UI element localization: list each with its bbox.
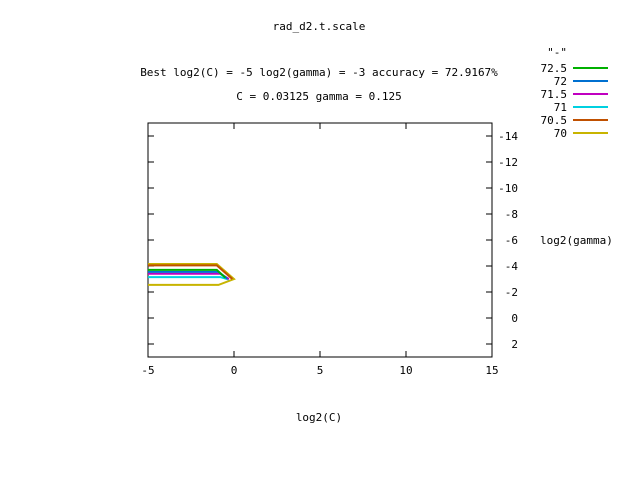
y-tick-label: -8 <box>505 208 518 221</box>
legend-label: 70 <box>554 127 567 140</box>
legend-label: 71.5 <box>541 88 568 101</box>
y-tick-label: 0 <box>511 312 518 325</box>
y-axis-label: log2(gamma) <box>540 234 613 247</box>
plot-area-border <box>147 122 493 358</box>
x-tick-label: 15 <box>485 364 498 377</box>
y-tick-label: -4 <box>505 260 519 273</box>
x-tick-label: -5 <box>141 364 154 377</box>
contour-lines <box>148 263 236 286</box>
legend-label: 72.5 <box>541 62 568 75</box>
legend-label: 70.5 <box>541 114 568 127</box>
y-tick-label: -2 <box>505 286 518 299</box>
x-axis-label: log2(C) <box>296 411 342 424</box>
chart-subtitle-params: C = 0.03125 gamma = 0.125 <box>236 90 402 103</box>
y-tick-label: -14 <box>498 130 518 143</box>
y-tick-label: -6 <box>505 234 518 247</box>
chart-subtitle-best: Best log2(C) = -5 log2(gamma) = -3 accur… <box>140 66 498 79</box>
contour-70 <box>148 263 236 286</box>
x-tick-label: 0 <box>231 364 238 377</box>
y-tick-label: -12 <box>498 156 518 169</box>
legend-label: 72 <box>554 75 567 88</box>
contour-72.5 <box>148 268 227 279</box>
chart-title: rad_d2.t.scale <box>273 20 366 33</box>
legend-title: "-" <box>547 46 567 59</box>
contour-70.5 <box>148 264 233 280</box>
y-tick-label: -10 <box>498 182 518 195</box>
legend-label: 71 <box>554 101 567 114</box>
x-tick-label: 5 <box>317 364 324 377</box>
contour-71 <box>148 276 230 281</box>
x-axis: -5 0 5 10 15 <box>141 123 499 377</box>
x-tick-label: 10 <box>399 364 412 377</box>
y-tick-label: 2 <box>511 338 518 351</box>
y-axis: -14 -12 -10 -8 -6 -4 -2 0 2 <box>148 130 518 351</box>
